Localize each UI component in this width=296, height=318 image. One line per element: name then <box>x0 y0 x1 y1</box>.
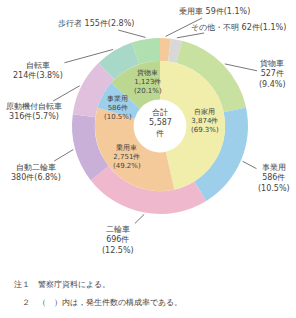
svg-text:事業用586件(10.5%): 事業用586件(10.5%) <box>104 95 132 121</box>
svg-text:原動機付自転車316件(5.7%): 原動機付自転車316件(5.7%) <box>6 102 62 121</box>
svg-text:自転車214件(3.8%): 自転車214件(3.8%) <box>13 61 63 80</box>
svg-text:自家用3,874件(69.3%): 自家用3,874件(69.3%) <box>191 108 219 134</box>
svg-text:二輪車696件(12.5%): 二輪車696件(12.5%) <box>102 225 134 255</box>
svg-text:歩行者 155件(2.8%): 歩行者 155件(2.8%) <box>58 19 134 28</box>
svg-text:貨物車1,123件(20.1%): 貨物車1,123件(20.1%) <box>134 69 162 95</box>
svg-text:乗用車2,751件(49.2%): 乗用車2,751件(49.2%) <box>113 144 141 170</box>
svg-text:事業用586件(10.5%): 事業用586件(10.5%) <box>258 163 290 193</box>
svg-text:２ （ ）内は，発生件数の構成率である。: ２ （ ）内は，発生件数の構成率である。 <box>14 298 182 307</box>
svg-text:注１ 警察庁資料による。: 注１ 警察庁資料による。 <box>14 280 110 289</box>
svg-text:乗用車 59件(1.1%): 乗用車 59件(1.1%) <box>179 7 250 16</box>
svg-text:合計5,587件: 合計5,587件 <box>149 108 172 138</box>
svg-text:その他・不明 62件(1.1%): その他・不明 62件(1.1%) <box>191 23 286 32</box>
svg-text:貨物車527件(9.4%): 貨物車527件(9.4%) <box>259 59 286 89</box>
svg-text:自動二輪車380件(6.8%): 自動二輪車380件(6.8%) <box>11 163 61 182</box>
